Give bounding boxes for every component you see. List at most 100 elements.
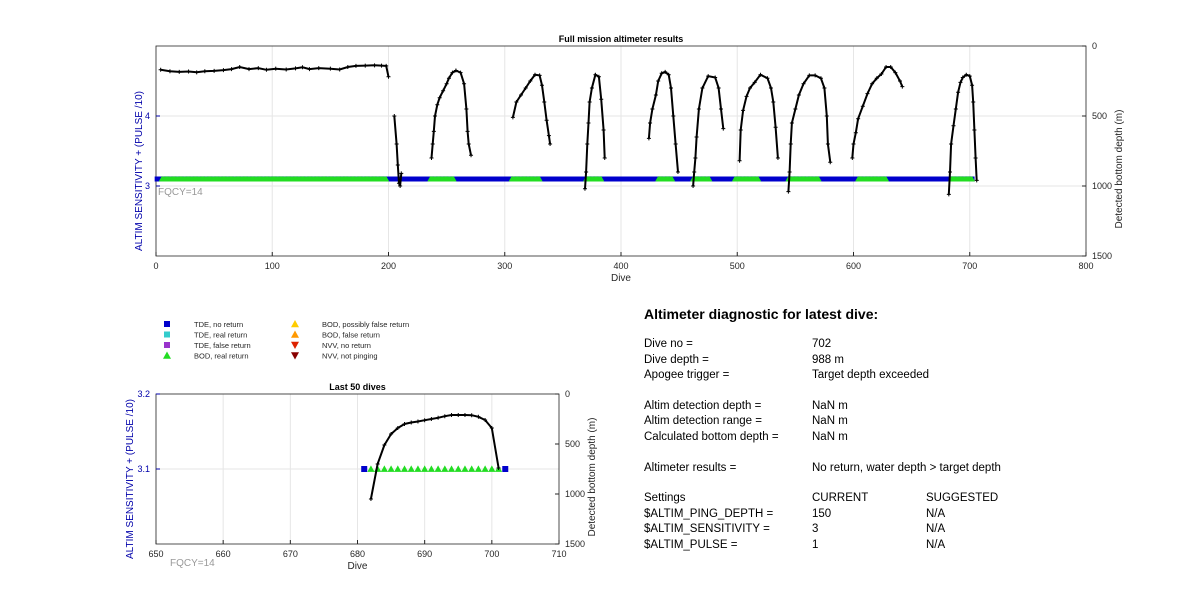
bottom-depth-point: [402, 422, 407, 426]
legend-label: BOD, real return: [194, 352, 249, 361]
x-tick-label: 670: [283, 549, 298, 559]
bottom-depth-point: [692, 170, 697, 174]
bottom-depth-point: [456, 413, 461, 417]
bottom-depth-point: [853, 130, 858, 135]
legend-label: NVV, no return: [322, 341, 371, 350]
y2-axis-label: Detected bottom depth (m): [1114, 110, 1125, 229]
diagnostic-label: Altim detection depth =: [644, 399, 762, 412]
fqcy-annotation: FQCY=14: [158, 187, 203, 198]
bottom-depth-point: [345, 65, 350, 69]
bottom-depth-point: [510, 115, 515, 120]
bottom-depth-point: [307, 67, 312, 72]
bottom-depth-point: [441, 88, 446, 93]
bottom-depth-point: [596, 74, 601, 79]
y2-tick-label: 1500: [565, 539, 585, 549]
bottom-depth-line: [160, 64, 390, 78]
bottom-depth-point: [194, 70, 199, 75]
bottom-depth-point: [532, 72, 537, 77]
diagnostic-label: Calculated bottom depth =: [644, 430, 779, 443]
bottom-depth-point: [444, 81, 449, 86]
diagnostic-row: $ALTIM_SENSITIVITY = 3 N/A: [644, 522, 1064, 538]
bottom-depth-point: [716, 86, 721, 90]
bottom-depth-line: [647, 70, 679, 173]
diagnostic-row: Altim detection range = NaN m: [644, 414, 1064, 430]
diagnostic-suggested: N/A: [926, 538, 946, 551]
bottom-depth-point: [375, 462, 380, 466]
diagnostic-value: 3: [812, 523, 819, 536]
bod-real-return-marker: [536, 176, 543, 182]
bod-real-return-marker: [461, 465, 469, 472]
diagnostic-spacer: [644, 446, 1064, 461]
diagnostic-value: No return, water depth > target depth: [812, 461, 1001, 474]
y-tick-label: 3: [145, 181, 150, 191]
full-mission-chart: 0 100 200 300 400 500 600 700 800 3 4 0 500 1000 1500 F…: [134, 34, 1125, 284]
bottom-depth-point: [435, 102, 440, 107]
bod-real-return-marker: [367, 465, 375, 472]
legend-label: TDE, false return: [194, 341, 251, 350]
diagnostic-suggested: N/A: [926, 523, 946, 536]
bottom-depth-point: [741, 108, 746, 113]
bottom-depth-point: [379, 63, 384, 68]
legend-label: BOD, possibly false return: [322, 320, 409, 329]
y2-axis-label: Detected bottom depth (m): [587, 418, 598, 537]
bottom-depth-point: [384, 63, 389, 68]
diagnostic-label: Apogee trigger =: [644, 369, 730, 382]
diagnostic-label: $ALTIM_PING_DEPTH =: [644, 507, 774, 520]
bod-real-return-marker: [474, 465, 482, 472]
y2-tick-label: 1000: [565, 489, 585, 499]
x-tick-label: 200: [381, 261, 396, 271]
diagnostic-label: Dive no =: [644, 338, 693, 350]
bottom-depth-point: [429, 156, 434, 160]
x-tick-label: 650: [148, 549, 163, 559]
bottom-depth-point: [395, 163, 400, 167]
bottom-depth-point: [656, 79, 661, 83]
bottom-depth-point: [972, 128, 977, 132]
bottom-depth-point: [586, 121, 591, 125]
bod-real-return-marker: [454, 465, 462, 472]
bottom-depth-point: [450, 70, 455, 75]
bod-real-return-marker: [488, 465, 496, 472]
bod-real-return-marker: [380, 465, 388, 472]
bottom-depth-point: [584, 170, 589, 174]
bottom-depth-point: [548, 142, 553, 146]
bod-real-return-marker: [706, 176, 713, 182]
bottom-depth-point: [392, 114, 397, 118]
bottom-depth-point: [409, 420, 414, 425]
altimeter-diagnostic-panel: Altimeter diagnostic for latest dive: Di…: [644, 306, 1064, 554]
chart-title: Full mission altimeter results: [559, 34, 684, 44]
x-tick-label: 0: [153, 261, 158, 271]
bottom-depth-point: [653, 93, 658, 97]
bottom-depth-point: [158, 67, 163, 72]
y-tick-label: 4: [145, 111, 150, 121]
diagnostic-label: Dive depth =: [644, 353, 709, 366]
bottom-depth-point: [458, 70, 463, 75]
bottom-depth-point: [744, 94, 749, 99]
bottom-depth-point: [368, 497, 373, 501]
bottom-depth-point: [437, 95, 442, 100]
diagnostic-value: CURRENT: [812, 492, 869, 505]
bottom-depth-point: [850, 156, 855, 160]
bottom-depth-point: [694, 135, 699, 139]
tde-no-return-marker: [502, 466, 509, 472]
x-tick-label: 680: [350, 549, 365, 559]
bottom-depth-point: [546, 133, 551, 138]
bottom-depth-point: [519, 93, 524, 97]
bottom-depth-point: [825, 142, 830, 146]
diagnostic-row: Altimeter results = No return, water dept…: [644, 461, 1064, 477]
bottom-depth-point: [237, 65, 242, 69]
bottom-depth-point: [465, 129, 470, 134]
bottom-depth-point: [483, 418, 488, 422]
bottom-depth-point: [646, 136, 651, 141]
bottom-depth-point: [953, 107, 958, 111]
bottom-depth-point: [648, 121, 653, 125]
y-tick-label: 3.1: [137, 464, 150, 474]
bottom-depth-point: [462, 81, 467, 86]
bottom-depth-point: [700, 86, 705, 90]
diagnostic-row: $ALTIM_PULSE = 1 N/A: [644, 538, 1064, 554]
bottom-depth-point: [668, 86, 673, 90]
bottom-depth-point: [436, 415, 441, 420]
diagnostic-value: 150: [812, 507, 832, 520]
bottom-depth-point: [221, 68, 226, 73]
x-tick-label: 710: [551, 549, 566, 559]
bottom-depth-point: [389, 432, 394, 436]
